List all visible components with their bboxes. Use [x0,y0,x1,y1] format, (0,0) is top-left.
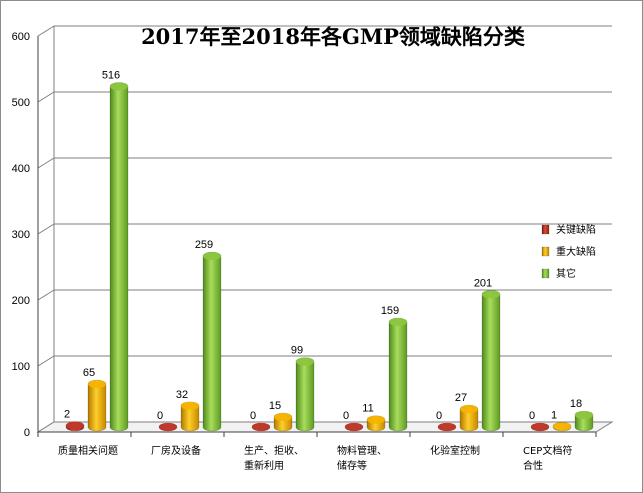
y-tick-label: 100 [12,361,30,373]
bar-cap [110,82,128,91]
data-label: 0 [436,410,442,422]
bar-cap [531,423,549,431]
bar-cap [181,401,199,410]
category-label: 厂房及设备 [151,444,201,457]
data-label: 159 [381,305,399,317]
bar [87,379,107,432]
data-label: 11 [362,403,373,415]
y-tick-label: 0 [24,427,30,439]
bar-cap [203,252,221,261]
y-tick-label: 500 [12,97,30,109]
bar-cap [274,413,292,422]
gridline-side [37,223,55,235]
data-label: 259 [195,239,213,251]
legend-item: 关键缺陷 [541,223,596,236]
bar [574,410,594,432]
y-axis-ticks: 0 100 200 300 400 500 600 [12,31,30,439]
y-tick-label: 300 [12,229,30,241]
bar-cap [460,405,478,414]
legend-label: 关键缺陷 [556,223,596,236]
category-label: 生产、拒收、重新利用 [244,444,304,472]
bars [65,82,594,432]
bar-body [202,251,222,432]
bar [552,422,572,432]
data-labels: 2 65 516 0 32 259 0 15 99 0 11 159 0 27 201 0 1 18 [64,69,582,422]
data-label: 65 [83,367,95,379]
bar-cap [252,423,270,431]
bar-cap [553,422,571,431]
data-label: 0 [250,410,256,422]
bar [481,290,501,432]
category-label: CEP文档符合性 [523,444,572,472]
bar [459,404,479,432]
bar-body [109,82,129,432]
bar-cap [367,415,385,424]
bar [295,357,315,432]
data-label: 0 [343,410,349,422]
data-label: 27 [455,392,467,404]
category-labels: 质量相关问题 厂房及设备 生产、拒收、重新利用 物料管理、储存等 化验室控制 CEP文档符… [58,444,572,472]
data-label: 0 [529,410,535,422]
bar-cap [438,423,456,431]
legend-label: 重大缺陷 [556,245,596,258]
bar [251,422,271,432]
data-label: 201 [474,277,492,289]
gridline-side [37,289,55,301]
bar [530,422,550,432]
legend-swatch [541,268,550,279]
data-label: 2 [64,409,70,421]
gridline-side [37,25,55,37]
category-label: 化验室控制 [430,444,480,457]
bar [344,422,364,432]
bar [273,412,293,432]
bar-cap [66,421,84,430]
data-label: 32 [176,389,188,401]
bar-cap [575,411,593,420]
chart-title: 2017年至2018年各GMP领域缺陷分类 [141,24,526,49]
bar-body [388,317,408,432]
bar-cap [88,380,106,389]
category-label: 质量相关问题 [58,444,118,457]
bar-cap [159,423,177,431]
y-tick-label: 600 [12,31,30,43]
bar [202,251,222,432]
bar-cap [482,290,500,299]
data-label: 1 [551,409,557,421]
bar [388,317,408,432]
legend-item: 重大缺陷 [541,245,596,258]
gridline-side [37,91,55,103]
legend-item: 其它 [541,267,576,280]
bar-body [481,290,501,432]
y-tick-label: 400 [12,163,30,175]
gridline-side [37,157,55,169]
bar-cap [345,423,363,431]
gridline-side [37,355,55,367]
data-label: 99 [291,345,303,357]
bar-body [295,357,315,432]
bar [109,82,129,432]
bar [158,422,178,432]
bar [180,401,200,432]
data-label: 15 [269,400,281,412]
legend-label: 其它 [556,267,576,280]
bar [366,415,386,432]
data-label: 516 [102,69,120,81]
category-label: 物料管理、储存等 [337,444,387,472]
bar-cap [296,357,314,366]
data-label: 0 [157,410,163,422]
bar [437,422,457,432]
legend-swatch [541,246,550,257]
y-tick-label: 200 [12,295,30,307]
bar [65,421,85,432]
bar-cap [389,318,407,327]
legend-swatch [541,224,550,235]
data-label: 18 [570,398,582,410]
